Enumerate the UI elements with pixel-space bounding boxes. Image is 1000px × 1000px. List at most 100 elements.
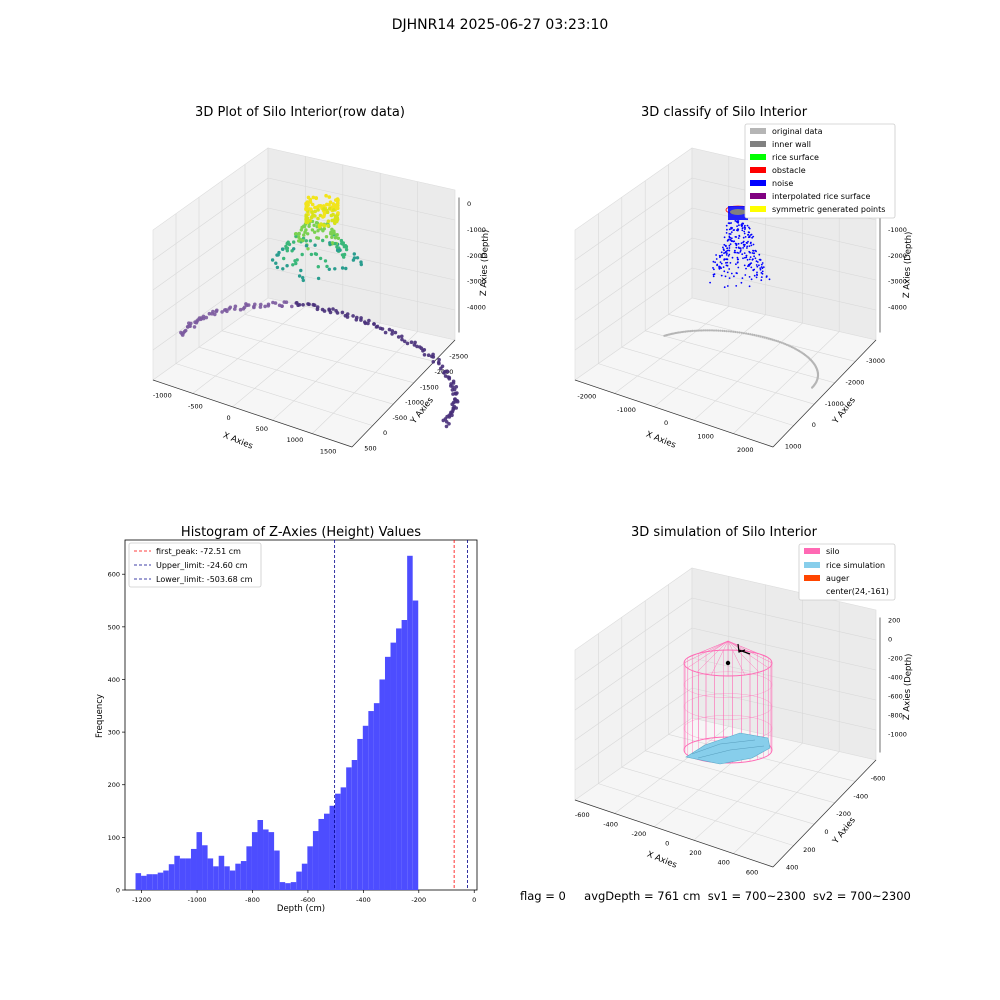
p2-noise-point (712, 275, 715, 278)
p4-x-axis (574, 799, 774, 868)
p2-original-point (755, 334, 758, 337)
p2-original-point (745, 332, 748, 335)
legend-silo-label: silo (826, 547, 840, 556)
rice-surface-mesh (691, 739, 756, 755)
hist-y-tick-label: 300 (108, 729, 120, 737)
plot4-title: 3D simulation of Silo Interior (631, 525, 818, 540)
p1-raw-point (447, 422, 451, 426)
legend-silo-swatch (804, 548, 820, 554)
p1-raw-point (313, 243, 317, 247)
p1-raw-point (211, 309, 215, 314)
hist-y-tick-label: 400 (108, 676, 120, 684)
hist-bar (157, 872, 164, 890)
legend-first-peak-label: first_peak: -72.51 cm (156, 547, 241, 556)
p2-noise-point (714, 261, 716, 264)
p1-raw-point (340, 266, 345, 270)
p1-raw-point (330, 235, 334, 239)
p1-raw-point (372, 322, 376, 326)
p2-noise-point (740, 242, 743, 245)
p4-y-tick: -400 (853, 792, 868, 800)
p2-noise-point (733, 240, 736, 243)
p2-noise-point (760, 279, 763, 282)
hist-xlabel: Depth (cm) (277, 904, 325, 914)
p2-noise-point (741, 229, 744, 232)
p2-original-point (769, 337, 772, 341)
p1-raw-point (316, 216, 320, 221)
p1-grid (175, 363, 373, 426)
p2-grid (574, 177, 693, 261)
classify-legend-box (744, 123, 896, 219)
p1-raw-point (293, 259, 297, 263)
p1-y-axis (351, 339, 456, 448)
hist-bar (202, 845, 208, 890)
p1-raw-point (306, 232, 310, 236)
p1-raw-point (304, 239, 308, 243)
plot4-zlabel: Z Axies (Depth) (902, 653, 914, 720)
p1-raw-point (451, 385, 455, 389)
p1-grid (267, 237, 456, 281)
p1-raw-point (336, 198, 340, 202)
p2-noise-point (761, 267, 764, 270)
p1-raw-point (313, 209, 318, 214)
p1-raw-point (280, 247, 285, 251)
p2-noise-point (735, 272, 738, 274)
p1-raw-point (344, 247, 349, 252)
p1-raw-point (309, 207, 313, 211)
p1-raw-point (444, 424, 449, 429)
p1-raw-point (324, 193, 328, 198)
p2-y-tick: -1000 (825, 400, 844, 408)
p1-x-tick: -500 (188, 403, 203, 411)
p2-noise-point (739, 250, 742, 253)
p2-y-tick: 0 (812, 421, 816, 429)
p1-grid (267, 177, 456, 221)
p2-noise-point (748, 285, 751, 288)
p2-grid (654, 314, 766, 408)
p2-noise-point (738, 224, 740, 227)
p2-noise-point (715, 254, 717, 256)
p2-noise-point (713, 268, 715, 271)
p2-noise-point (762, 266, 765, 268)
p4-z-tick: -200 (888, 655, 903, 663)
p1-raw-point (314, 252, 319, 256)
p1-raw-point (366, 321, 370, 326)
legend-upper-limit-label: Upper_limit: -24.60 cm (156, 561, 248, 570)
hist-bar (263, 829, 269, 890)
hist-bar (257, 820, 264, 890)
p2-original-point (717, 329, 720, 332)
hist-bar (324, 813, 330, 890)
p2-z-tick: -2000 (888, 252, 907, 260)
p1-x-tick: 0 (227, 414, 231, 422)
p2-inner-wall-core (730, 209, 746, 215)
p2-noise-point (748, 245, 751, 248)
p1-raw-point (363, 321, 368, 326)
p2-noise-point (756, 271, 758, 274)
p4-grid (574, 597, 693, 681)
p2-original-point (732, 330, 735, 333)
classify-legend: original data inner wall rice surface ob… (744, 123, 896, 219)
p1-raw-point (316, 276, 321, 281)
p2-noise-point (737, 221, 739, 224)
status-avg-depth: avgDepth = 761 cm (584, 889, 701, 903)
p2-noise-point (728, 236, 731, 239)
p4-grid (574, 657, 693, 741)
p2-noise-point (730, 222, 732, 224)
p1-raw-point (310, 228, 315, 232)
p1-raw-point (300, 252, 304, 257)
p1-raw-point (282, 256, 286, 261)
p2-noise-point (737, 266, 740, 269)
p2-noise-point (728, 247, 731, 249)
p1-raw-point (331, 208, 336, 212)
hist-x-tick-label: 0 (472, 896, 476, 904)
p1-raw-point (330, 227, 334, 231)
p1-raw-point (342, 252, 347, 257)
p2-noise-point (743, 252, 746, 255)
p4-grid (645, 750, 835, 804)
p4-x-tick: 0 (665, 840, 669, 848)
p1-raw-point (330, 218, 335, 223)
p2-noise-point (729, 243, 732, 246)
p1-x-tick: 1000 (287, 436, 304, 444)
legend-rice-sim-swatch (804, 562, 820, 568)
hist-title: Histogram of Z-Axies (Height) Values (181, 525, 421, 540)
p2-noise-point (746, 224, 749, 227)
plot2-xlabel: X Axies (644, 430, 677, 451)
